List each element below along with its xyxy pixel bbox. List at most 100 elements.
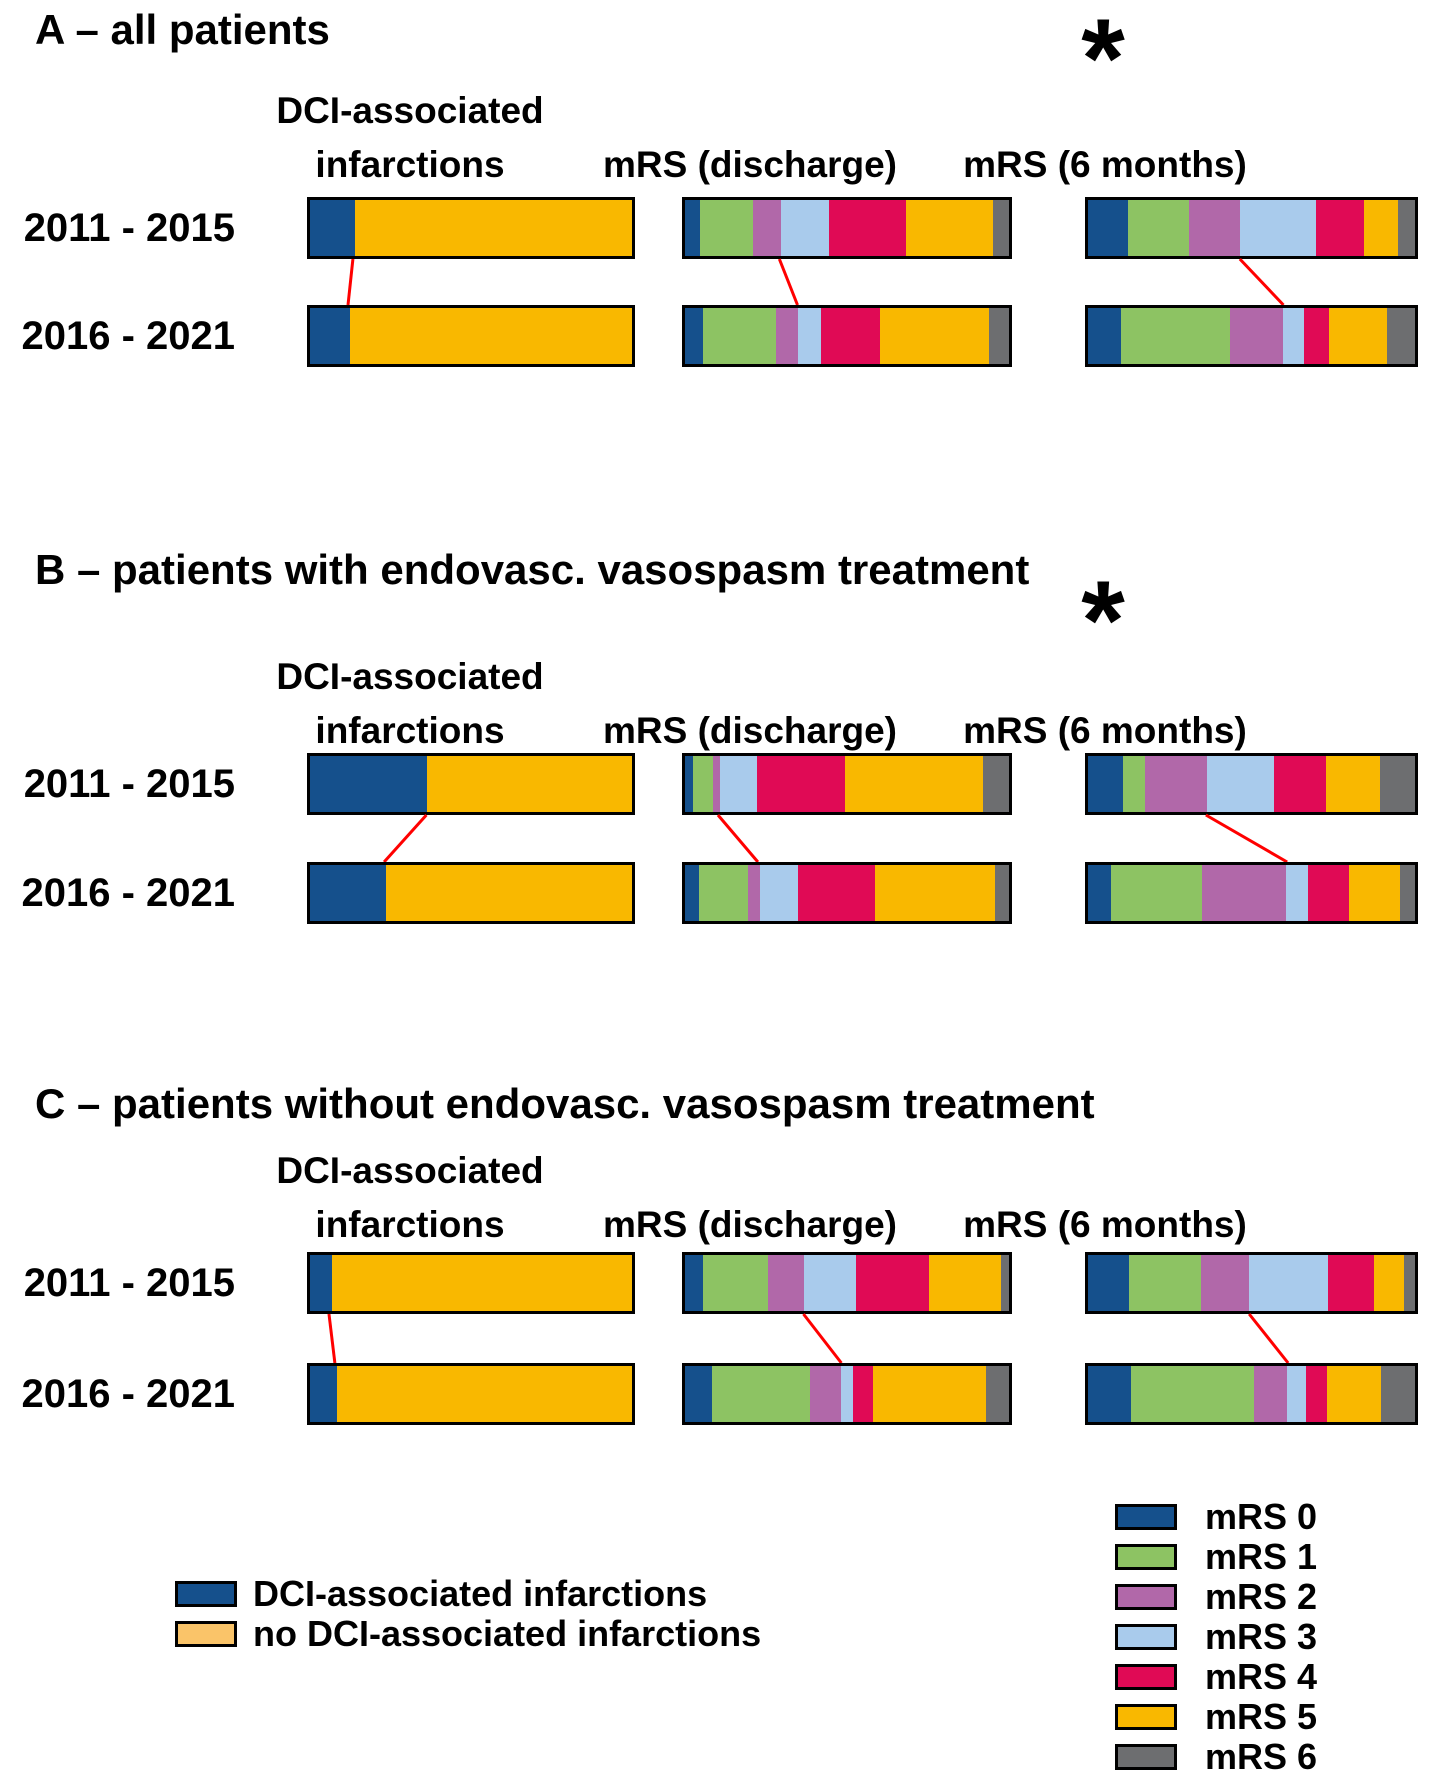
stacked-bar-2016-2021 [307,862,635,924]
legend-label: no DCI-associated infarctions [253,1613,762,1654]
chart-mrs-6-months [1085,753,1418,924]
segment-mrs-4 [853,1366,873,1422]
segment-mrs-6 [995,865,1010,921]
legend-swatch [1115,1744,1177,1770]
legend-swatch [175,1621,237,1647]
legend-row: mRS 1 [1115,1536,1318,1577]
column-header-dci-line1: DCI-associated [276,1150,544,1191]
segment-mrs-3 [759,865,799,921]
segment-mrs-2 [753,200,781,256]
connector-line [1085,259,1418,305]
segment-mrs-6 [985,1366,1009,1422]
segment-mrs-3 [1249,1255,1329,1311]
segment-mrs-6 [1398,200,1415,256]
segment-mrs-6 [983,756,1009,812]
panel-C: C – patients without endovasc. vasospasm… [0,1074,1441,1444]
legend-swatch [1115,1704,1177,1730]
segment-mrs-5 [905,200,994,256]
segment-mrs-4 [821,308,881,364]
segment-mrs-5 [1374,1255,1405,1311]
panel-A: A – all patients * DCI-associated infarc… [0,0,1441,540]
chart-mrs-discharge [682,1252,1012,1425]
legend-swatch [1115,1504,1177,1530]
row-label-2016-2021: 2016 - 2021 [21,1372,235,1416]
stacked-bar-2016-2021 [307,305,635,367]
segment-dci-infarction [310,865,386,921]
stacked-bar-2016-2021 [682,862,1012,924]
segment-mrs-3 [1240,200,1316,256]
segment-mrs-2 [1201,1255,1250,1311]
segment-mrs-6 [988,308,1010,364]
chart-dci-infarctions [307,197,635,367]
legend-row: mRS 0 [1115,1499,1317,1535]
segment-mrs-3 [1286,865,1309,921]
row-label-2016-2021: 2016 - 2021 [21,314,235,358]
segment-no-dci-infarction [385,865,632,921]
panel-B: B – patients with endovasc. vasospasm tr… [0,540,1441,1074]
legend-swatch [1115,1664,1177,1690]
legend-row: DCI-associated infarctions [175,1573,761,1614]
segment-mrs-1 [703,308,776,364]
legend-row: mRS 5 [1115,1699,1317,1735]
segment-mrs-0 [685,865,699,921]
segment-mrs-1 [1122,756,1145,812]
segment-mrs-2 [767,1255,805,1311]
segment-mrs-5 [1363,200,1399,256]
segment-mrs-6 [1387,308,1415,364]
stacked-bar-2011-2015 [1085,197,1418,259]
segment-mrs-2 [1254,1366,1288,1422]
legend-row: no DCI-associated infarctions [175,1613,762,1654]
panel-title: C – patients without endovasc. vasospasm… [35,1080,1095,1127]
stacked-bar-2016-2021 [1085,862,1418,924]
row-label-2011-2015: 2011 - 2015 [23,762,235,806]
segment-mrs-2 [810,1366,842,1422]
segment-mrs-4 [1304,308,1330,364]
legend-label: mRS 4 [1205,1656,1318,1697]
chart-mrs-6-months [1085,197,1418,367]
legend-swatch [175,1581,237,1607]
significance-asterisk-icon: * [1081,0,1125,121]
segment-mrs-1 [703,1255,768,1311]
stacked-bar-2011-2015 [682,197,1012,259]
stacked-bar-2011-2015 [682,1252,1012,1314]
significance-asterisk-icon: * [1081,558,1125,683]
stacked-bar-2011-2015 [307,1252,635,1314]
legend-label: DCI-associated infarctions [253,1573,708,1614]
stacked-bar-2016-2021 [1085,1363,1418,1425]
stacked-bar-2011-2015 [307,197,635,259]
segment-mrs-0 [1088,756,1123,812]
segment-mrs-0 [685,756,693,812]
segment-mrs-6 [993,200,1009,256]
segment-mrs-1 [692,756,714,812]
segment-mrs-0 [685,308,704,364]
segment-mrs-5 [1326,1366,1381,1422]
column-header-mrs-discharge: mRS (discharge) [602,710,898,751]
stacked-bar-2016-2021 [1085,305,1418,367]
segment-mrs-3 [720,756,757,812]
segment-mrs-4 [856,1255,929,1311]
segment-mrs-1 [1110,865,1203,921]
segment-mrs-5 [880,308,989,364]
segment-mrs-3 [1206,756,1274,812]
legend-label: mRS 1 [1205,1536,1318,1577]
segment-mrs-0 [1088,308,1122,364]
segment-mrs-2 [1202,865,1287,921]
legend-swatch [1115,1584,1177,1610]
panel-title: B – patients with endovasc. vasospasm tr… [35,546,1030,593]
legend-label: mRS 3 [1205,1616,1318,1657]
segment-no-dci-infarction [350,308,632,364]
legend-row: mRS 3 [1115,1616,1318,1657]
chart-dci-infarctions [307,1252,635,1425]
legend-mrs: mRS 0 mRS 1 mRS 2 mRS 3 mRS 4 mRS 5 mRS 6 [1115,1499,1318,1782]
segment-mrs-1 [698,865,749,921]
segment-mrs-6 [1379,756,1415,812]
segment-mrs-4 [1315,200,1364,256]
segment-mrs-4 [1328,1255,1375,1311]
segment-mrs-4 [798,865,875,921]
segment-mrs-1 [1128,1255,1202,1311]
segment-mrs-4 [1273,756,1327,812]
segment-mrs-3 [1282,308,1305,364]
connector-line [682,259,1012,305]
column-header-dci: DCI-associated infarctions [276,650,543,758]
segment-no-dci-infarction [337,1366,632,1422]
